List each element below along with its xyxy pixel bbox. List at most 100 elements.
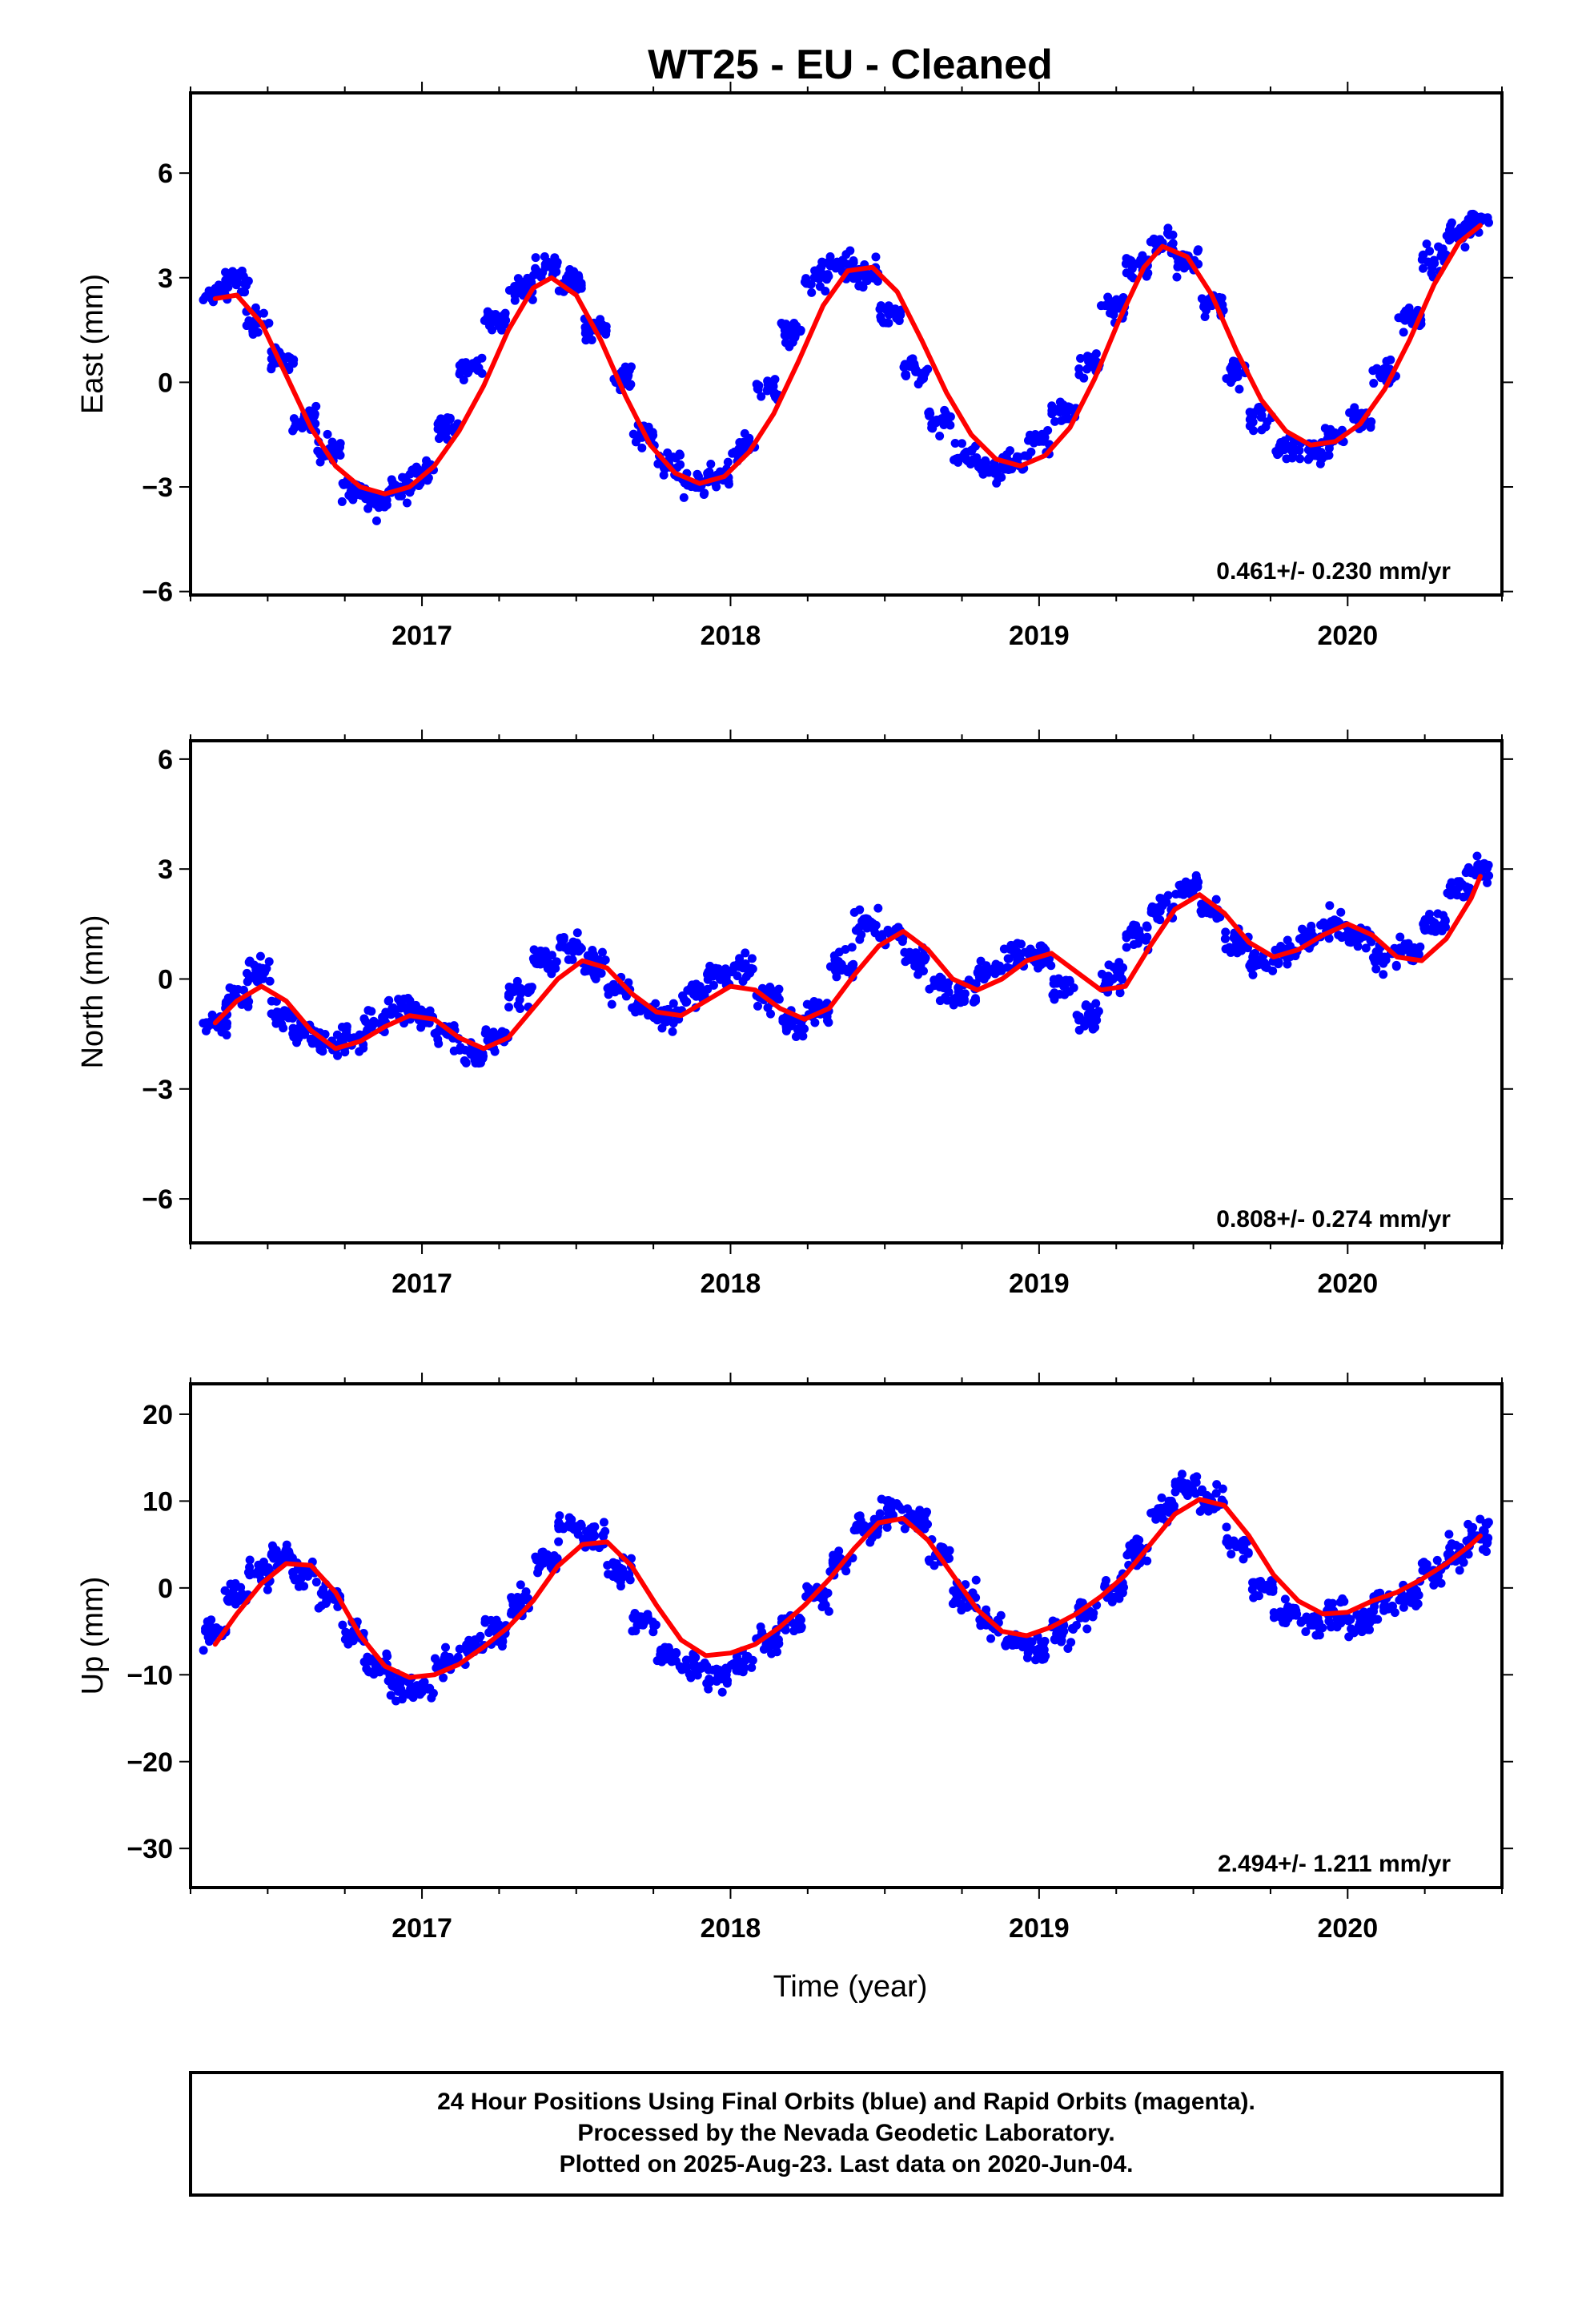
data-point bbox=[279, 1023, 288, 1033]
data-point bbox=[1356, 1624, 1366, 1634]
data-point bbox=[704, 967, 713, 977]
data-point bbox=[433, 1035, 443, 1044]
data-point bbox=[248, 328, 258, 337]
data-point bbox=[1287, 1610, 1297, 1620]
x-tick-label: 2020 bbox=[1317, 1269, 1378, 1299]
data-point bbox=[1023, 436, 1033, 445]
data-point bbox=[938, 417, 948, 427]
data-point bbox=[723, 1676, 733, 1686]
data-point bbox=[1253, 960, 1263, 970]
data-point bbox=[940, 405, 950, 415]
data-point bbox=[259, 1558, 268, 1567]
data-point bbox=[785, 342, 794, 352]
data-point bbox=[1142, 1556, 1152, 1566]
data-point bbox=[1245, 421, 1255, 431]
data-point bbox=[471, 1054, 480, 1063]
data-point bbox=[438, 1657, 448, 1667]
data-point bbox=[1187, 1484, 1197, 1494]
data-point bbox=[912, 962, 921, 971]
data-point bbox=[292, 1025, 302, 1035]
data-point bbox=[1023, 1642, 1033, 1651]
y-axis-label-east: East (mm) bbox=[76, 274, 110, 414]
data-point bbox=[1147, 907, 1157, 916]
data-point bbox=[1107, 975, 1117, 984]
data-point bbox=[1455, 877, 1464, 887]
data-point bbox=[625, 1575, 635, 1585]
data-point bbox=[1427, 263, 1437, 272]
data-point bbox=[1375, 371, 1385, 380]
fit-line-east bbox=[212, 223, 1483, 497]
data-point bbox=[1363, 1625, 1372, 1634]
data-point bbox=[843, 967, 853, 977]
data-point bbox=[1336, 907, 1346, 917]
data-point bbox=[1379, 970, 1388, 979]
data-point bbox=[202, 1626, 211, 1635]
data-point bbox=[1197, 909, 1207, 919]
data-point bbox=[335, 442, 344, 452]
data-point bbox=[925, 407, 934, 416]
data-point bbox=[1223, 1534, 1232, 1543]
y-tick-label: 0 bbox=[158, 1574, 173, 1604]
data-point bbox=[589, 950, 599, 959]
data-point bbox=[459, 364, 468, 374]
data-point bbox=[552, 261, 561, 271]
data-point bbox=[243, 977, 252, 987]
data-point bbox=[865, 1538, 875, 1547]
data-point bbox=[1420, 926, 1430, 935]
data-point bbox=[1408, 312, 1418, 321]
data-point bbox=[1370, 1614, 1379, 1624]
data-point bbox=[800, 277, 809, 287]
y-tick-label: 20 bbox=[143, 1400, 173, 1430]
data-point bbox=[986, 1634, 996, 1643]
data-point bbox=[417, 1687, 427, 1696]
data-point bbox=[1079, 373, 1089, 383]
data-point bbox=[856, 1516, 865, 1526]
data-point bbox=[884, 308, 893, 318]
data-point bbox=[1400, 939, 1410, 949]
data-point bbox=[1473, 215, 1483, 224]
data-point bbox=[269, 1554, 279, 1563]
data-point bbox=[1094, 1007, 1103, 1016]
data-point bbox=[1149, 235, 1158, 244]
data-point bbox=[1343, 1616, 1353, 1626]
data-point bbox=[1211, 1489, 1221, 1498]
data-point bbox=[453, 1652, 463, 1662]
data-point bbox=[1323, 428, 1333, 438]
data-point bbox=[636, 1612, 646, 1622]
x-tick-label: 2020 bbox=[1317, 1913, 1378, 1944]
data-point bbox=[434, 418, 444, 428]
data-point bbox=[729, 1659, 738, 1669]
data-point bbox=[1346, 938, 1355, 947]
data-point bbox=[1023, 452, 1033, 461]
x-tick-label: 2017 bbox=[391, 621, 452, 651]
data-point bbox=[1050, 1634, 1059, 1644]
y-tick-label: −20 bbox=[126, 1747, 173, 1778]
data-point bbox=[1436, 1578, 1446, 1588]
data-point bbox=[1369, 379, 1379, 388]
data-point bbox=[969, 997, 978, 1007]
data-point bbox=[1182, 888, 1191, 898]
data-point bbox=[1432, 1555, 1442, 1565]
data-point bbox=[231, 280, 241, 290]
plot-area-east bbox=[199, 209, 1494, 525]
data-point bbox=[739, 437, 749, 447]
data-point bbox=[1217, 293, 1227, 303]
data-point bbox=[398, 472, 408, 482]
data-point bbox=[1484, 870, 1494, 880]
data-point bbox=[984, 468, 994, 477]
data-point bbox=[1166, 1496, 1176, 1506]
data-point bbox=[1013, 955, 1022, 965]
data-point bbox=[1194, 245, 1203, 255]
data-point bbox=[1248, 1578, 1258, 1587]
data-point bbox=[413, 464, 423, 474]
data-point bbox=[1473, 860, 1483, 870]
data-point bbox=[1218, 1484, 1227, 1494]
data-point bbox=[1172, 272, 1182, 282]
data-point bbox=[527, 983, 536, 992]
data-point bbox=[363, 1667, 373, 1676]
data-point bbox=[203, 1632, 213, 1642]
data-point bbox=[871, 252, 881, 262]
data-point bbox=[1134, 926, 1144, 935]
data-point bbox=[1251, 948, 1260, 958]
data-point bbox=[723, 457, 733, 467]
